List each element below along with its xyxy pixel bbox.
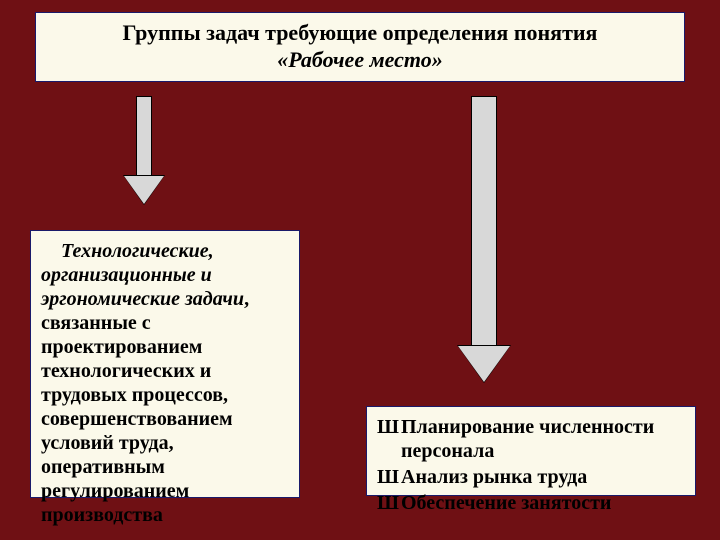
arrow-right-head: [458, 346, 510, 382]
left-lead-text: Технологические, организационные и эргон…: [41, 240, 244, 310]
right-content-box: ШПланирование численности персоналаШАнал…: [366, 406, 696, 496]
arrow-right: [456, 96, 512, 382]
slide: Группы задач требующие определения понят…: [0, 0, 720, 540]
right-list-item: ШАнализ рынка труда: [377, 465, 685, 489]
right-item-text: Обеспечение занятости: [401, 491, 685, 515]
left-paragraph: Технологические, организационные и эргон…: [41, 239, 289, 527]
title-box: Группы задач требующие определения понят…: [35, 12, 685, 82]
right-item-text: Планирование численности персонала: [401, 415, 685, 463]
bullet-icon: Ш: [377, 465, 401, 489]
left-content-box: Технологические, организационные и эргон…: [30, 230, 300, 498]
bullet-icon: Ш: [377, 491, 401, 515]
right-item-text: Анализ рынка труда: [401, 465, 685, 489]
title-main: Группы задач требующие определения понят…: [46, 19, 674, 47]
arrow-left: [120, 96, 168, 204]
arrow-left-shaft: [136, 96, 152, 176]
left-rest-text: , связанные с проектированием технологич…: [41, 288, 249, 526]
arrow-right-shaft: [471, 96, 497, 346]
right-list-item: ШПланирование численности персонала: [377, 415, 685, 463]
right-list-item: ШОбеспечение занятости: [377, 491, 685, 515]
arrow-left-head: [124, 176, 164, 204]
bullet-icon: Ш: [377, 415, 401, 439]
title-subtitle: «Рабочее место»: [46, 47, 674, 73]
